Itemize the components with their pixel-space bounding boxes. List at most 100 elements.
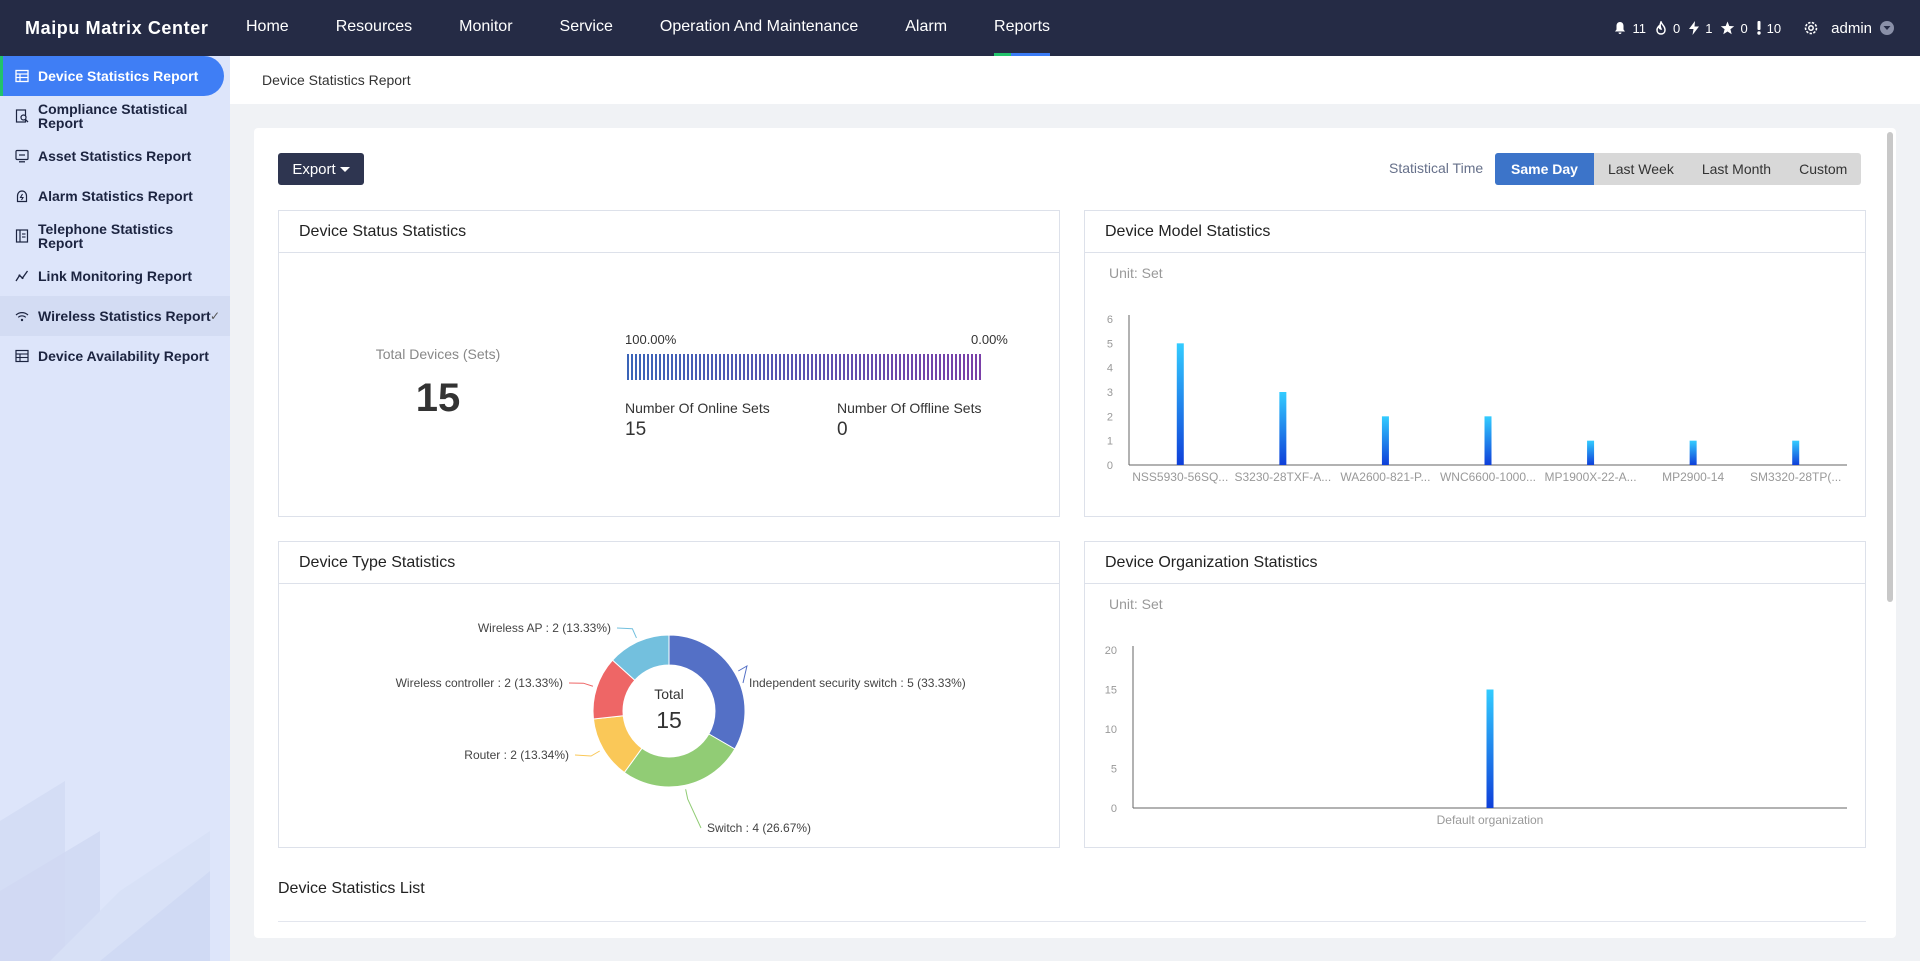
export-label: Export: [292, 160, 336, 178]
exclamation-icon: [1756, 21, 1761, 35]
sidebar-item-label: Asset Statistics Report: [38, 148, 192, 164]
breadcrumb-current: Device Statistics Report: [262, 72, 411, 88]
status-area: 11 0 1 0 10 admin: [1605, 0, 1920, 56]
bar: [1484, 416, 1492, 465]
sidebar-item-telephone-statistics-report[interactable]: Telephone Statistics Report: [0, 216, 230, 256]
total-devices-value: 15: [415, 376, 461, 420]
device-status-panel: Device Status Statistics Total Devices (…: [278, 210, 1060, 517]
app-title: Maipu Matrix Center: [25, 17, 209, 38]
check-icon: ✓: [210, 309, 221, 323]
time-option-last-week[interactable]: Last Week: [1607, 161, 1674, 177]
online-percent: 100.00%: [625, 332, 677, 347]
star-count: 0: [1740, 20, 1748, 36]
phone-book-icon: [15, 229, 29, 243]
y-tick-label: 2: [1107, 411, 1113, 423]
sidebar: Device Statistics Report Compliance Stat…: [0, 56, 230, 961]
sidebar-item-label: Wireless Statistics Report: [38, 308, 211, 324]
sidebar-decoration: [0, 781, 210, 961]
time-option-custom[interactable]: Custom: [1799, 161, 1848, 177]
x-tick-label: WNC6600-1000...: [1440, 470, 1536, 484]
settings-button[interactable]: [1803, 20, 1819, 36]
sidebar-item-wireless-statistics-report[interactable]: Wireless Statistics Report ✓: [0, 296, 230, 336]
bell-icon: [1615, 22, 1626, 34]
total-devices-label: Total Devices (Sets): [375, 346, 501, 362]
slice-label: Independent security switch : 5 (33.33%): [749, 676, 966, 690]
slice-leader-line: [685, 789, 702, 829]
gear-icon: [1804, 21, 1818, 35]
slice-label: Wireless controller : 2 (13.33%): [396, 676, 563, 690]
y-tick-label: 5: [1107, 338, 1113, 350]
x-tick-label: S3230-28TXF-A...: [1234, 470, 1331, 484]
bar: [1792, 440, 1800, 465]
y-tick-label: 6: [1107, 314, 1113, 326]
bar: [1381, 416, 1389, 465]
slice: [623, 733, 736, 788]
nav-monitor[interactable]: Monitor: [459, 18, 513, 35]
sidebar-item-asset-statistics-report[interactable]: Asset Statistics Report: [0, 136, 230, 176]
device-model-panel: Device Model Statistics Unit: Set 0 1 2 3 4 5…: [1084, 210, 1866, 517]
bolt-alert-count[interactable]: 1: [1688, 21, 1712, 36]
nav-home[interactable]: Home: [246, 18, 289, 35]
export-button[interactable]: Export: [278, 153, 364, 185]
exclaim-alert-count[interactable]: 10: [1756, 21, 1781, 36]
lightning-icon: [1689, 21, 1700, 35]
y-tick-label: 4: [1107, 363, 1113, 375]
y-tick-label: 20: [1105, 645, 1117, 657]
bell-count: 11: [1632, 20, 1646, 36]
online-sets-value: 15: [625, 419, 647, 440]
nav-reports[interactable]: Reports: [994, 0, 1051, 56]
bar: [1587, 440, 1595, 465]
exclaim-count: 10: [1766, 20, 1782, 36]
report-content: Export Statistical Time Same Day Last We…: [254, 128, 1896, 938]
user-name[interactable]: admin: [1831, 19, 1872, 37]
fire-icon: [1656, 21, 1666, 35]
panel-title: Device Type Statistics: [279, 542, 1059, 584]
nav-alarm[interactable]: Alarm: [905, 18, 948, 35]
time-option-last-month[interactable]: Last Month: [1701, 161, 1772, 177]
slice-label: Wireless AP : 2 (13.33%): [478, 621, 611, 635]
bar-stripes: [625, 354, 981, 380]
bar: [1176, 343, 1184, 465]
y-tick-label: 1: [1107, 436, 1113, 448]
sidebar-item-compliance-statistical-report[interactable]: Compliance Statistical Report: [0, 96, 230, 136]
sidebar-item-device-availability-report[interactable]: Device Availability Report: [0, 336, 230, 376]
x-tick-label: MP1900X-22-A...: [1545, 470, 1637, 484]
star-alert-count[interactable]: 0: [1720, 20, 1748, 36]
table-icon: [15, 69, 29, 83]
monitor-icon: [15, 149, 29, 163]
star-icon: [1721, 21, 1735, 35]
x-tick-label: Default organization: [1437, 813, 1544, 827]
sidebar-item-device-statistics-report[interactable]: Device Statistics Report: [0, 56, 224, 96]
bell-alert-count[interactable]: 11: [1613, 21, 1646, 36]
fire-alert-count[interactable]: 0: [1654, 21, 1680, 36]
device-type-chart: Independent security switch : 5 (33.33%)…: [396, 621, 966, 835]
table-icon: [15, 349, 29, 363]
content-scrollbar[interactable]: [1887, 132, 1893, 602]
x-tick-label: WA2600-821-P...: [1340, 470, 1430, 484]
offline-sets-value: 0: [837, 419, 848, 440]
slice: [611, 634, 670, 681]
sidebar-item-label: Compliance Statistical Report: [38, 101, 188, 131]
sidebar-item-label: Device Statistics Report: [38, 68, 199, 84]
user-menu-dropdown[interactable]: [1880, 21, 1894, 35]
statistical-time-label: Statistical Time: [1389, 160, 1484, 176]
panel-title: Device Status Statistics: [279, 211, 1059, 253]
fire-count: 0: [1672, 20, 1681, 36]
device-model-chart: 0 1 2 3 4 5 6 NSS5930-56SQ... S3230-28TXF-A... WA…: [1107, 314, 1847, 484]
sidebar-item-link-monitoring-report[interactable]: Link Monitoring Report: [0, 256, 230, 296]
line-chart-icon: [15, 270, 29, 282]
panel-title: Device Model Statistics: [1085, 211, 1865, 253]
nav-resources[interactable]: Resources: [335, 18, 413, 35]
device-organization-chart: 0 5 10 15 20 Default organization: [1105, 645, 1847, 827]
sidebar-item-alarm-statistics-report[interactable]: Alarm Statistics Report: [0, 176, 230, 216]
nav-service[interactable]: Service: [559, 18, 613, 35]
wifi-icon: [15, 312, 29, 322]
slice-label: Router : 2 (13.34%): [464, 748, 569, 762]
bar: [1486, 689, 1494, 808]
time-option-same-day[interactable]: Same Day: [1495, 153, 1594, 185]
caret-down-icon: [339, 166, 350, 172]
x-tick-label: SM3320-28TP(...: [1750, 470, 1841, 484]
nav-operation-and-maintenance[interactable]: Operation And Maintenance: [659, 18, 859, 35]
doc-search-icon: [15, 109, 29, 123]
alarm-icon: [16, 190, 28, 203]
